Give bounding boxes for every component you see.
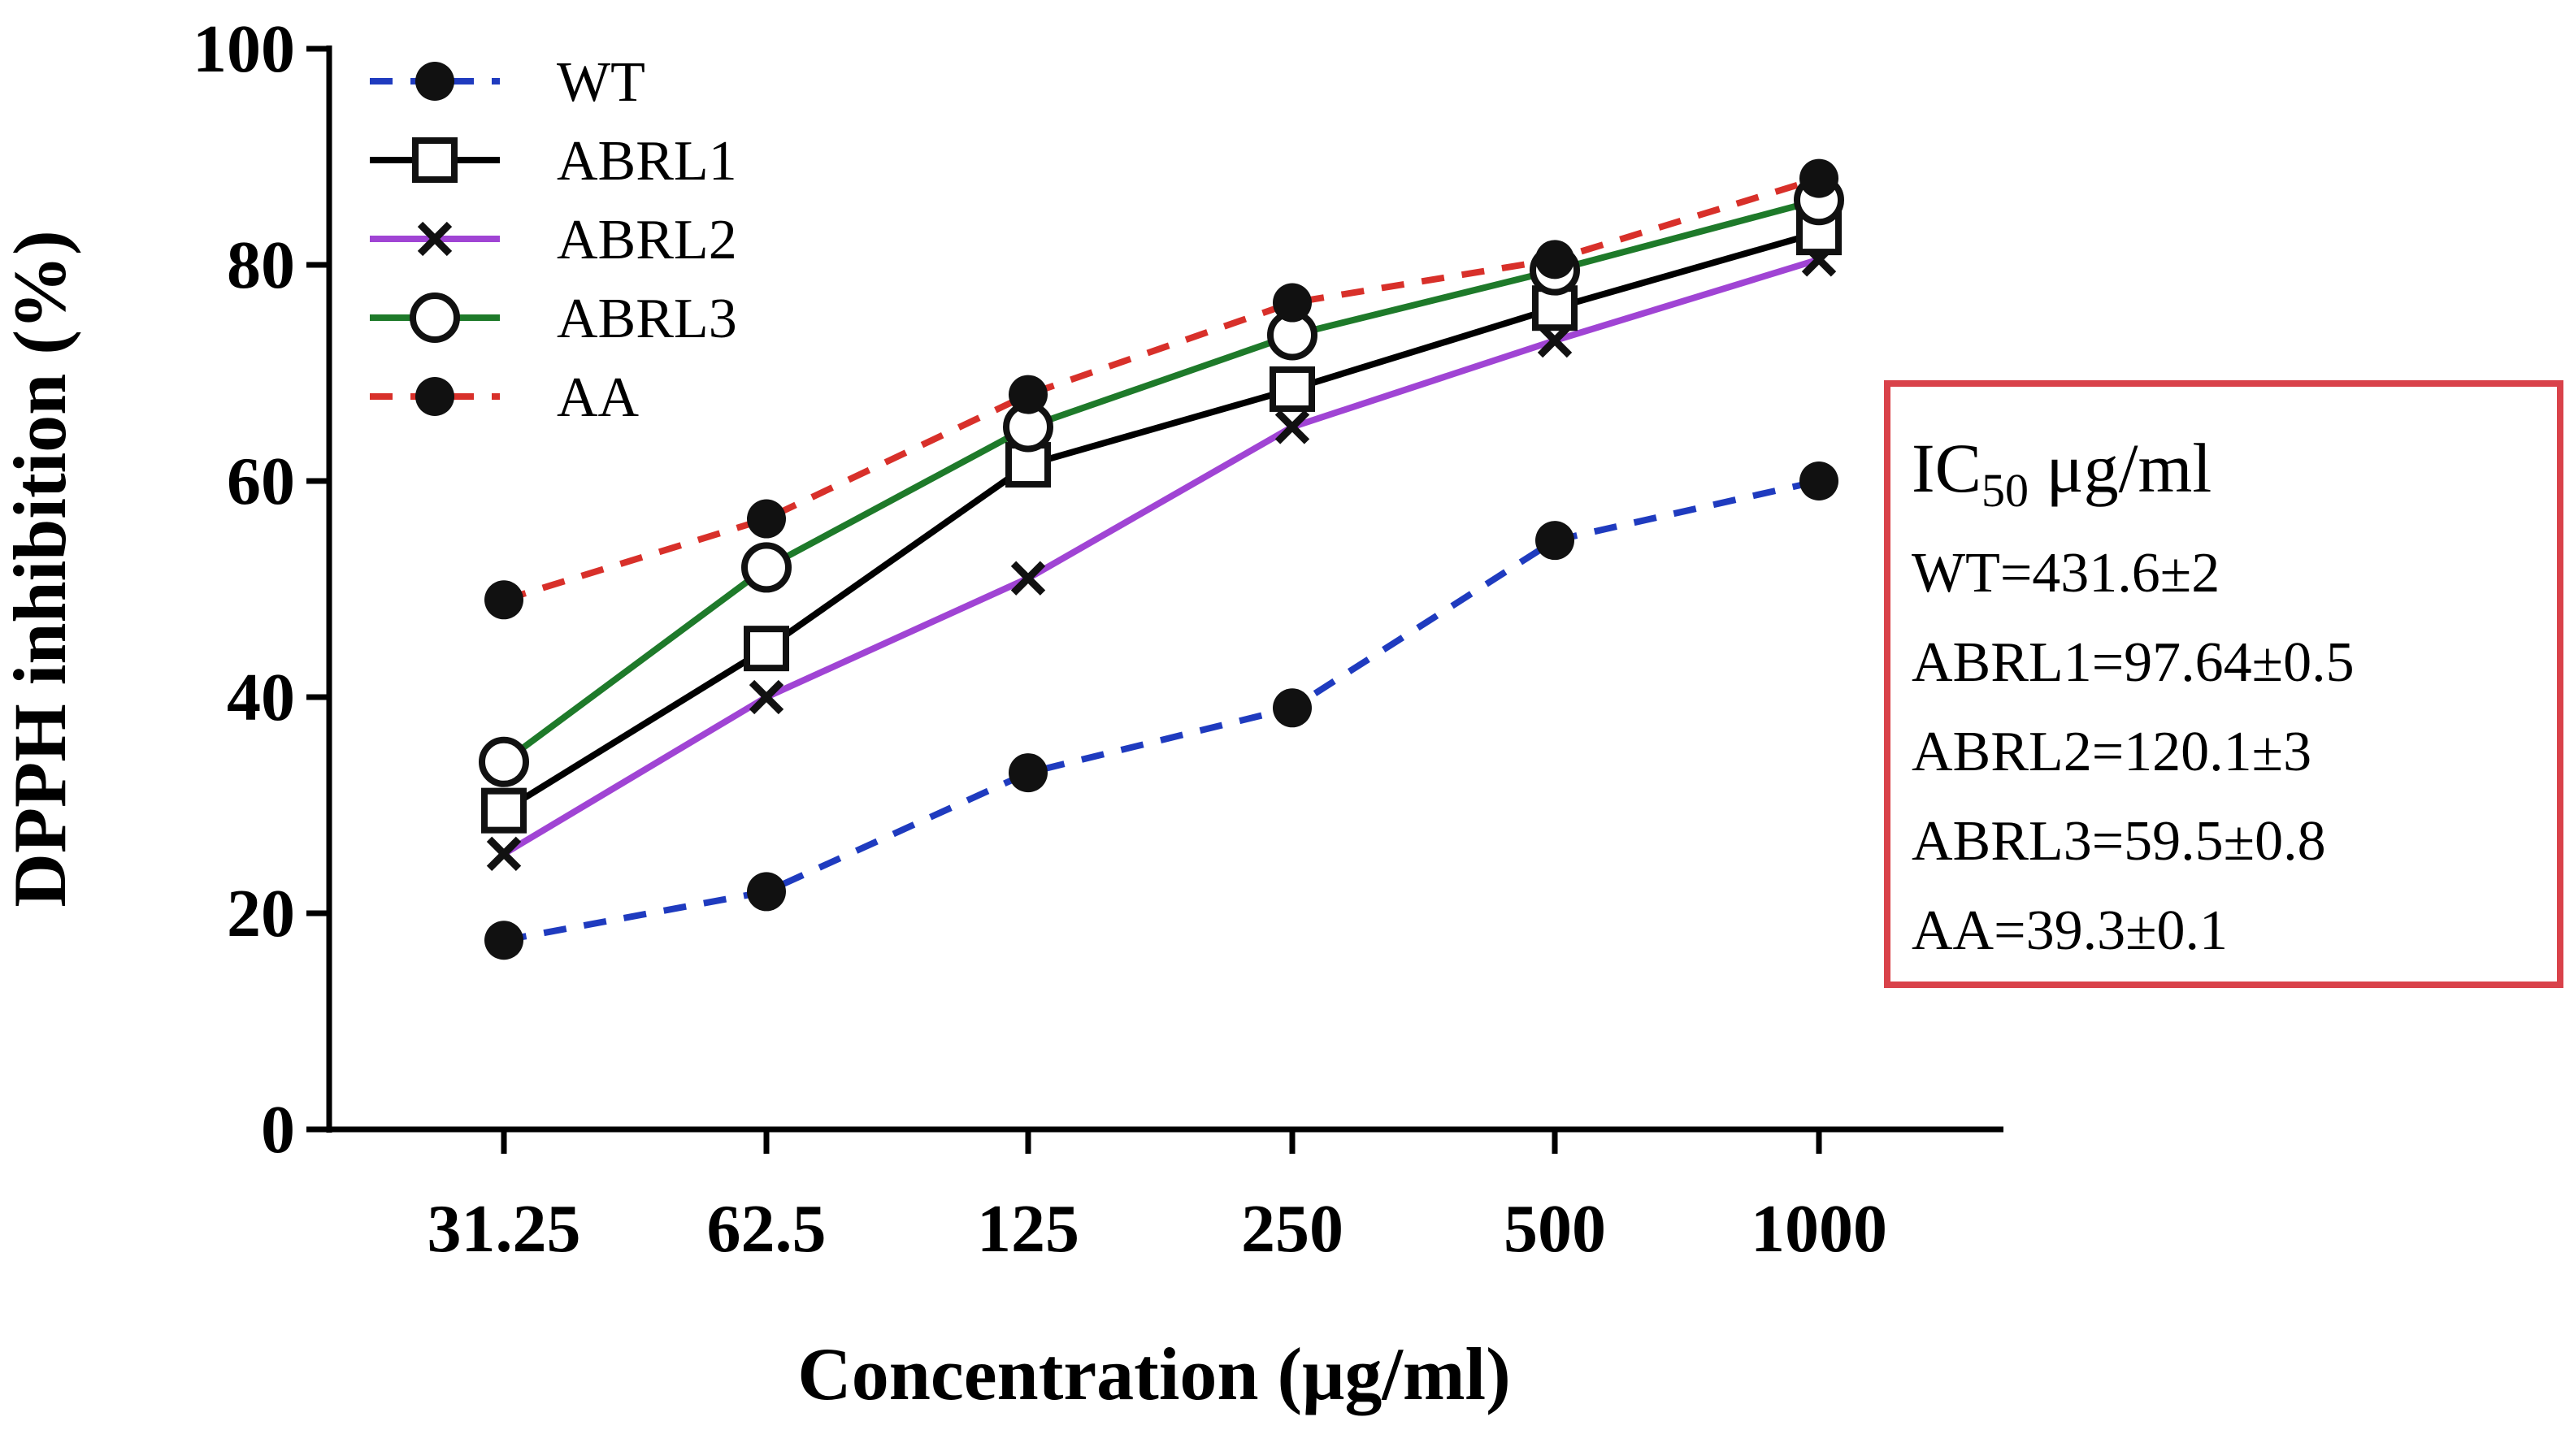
series-line-aa [502,175,1821,604]
data-point-abrl3 [479,736,529,787]
y-tick-label: 80 [227,228,295,303]
series-line-wt [503,478,1820,944]
x-tick-label: 31.25 [428,1191,581,1267]
data-point-wt [1009,753,1048,793]
data-point-aa [1009,375,1048,414]
legend-label-aa: AA [557,366,640,429]
data-point-abrl2 [486,836,522,872]
x-marker-stroke [486,836,522,872]
data-point-aa [747,499,786,539]
ic50-value-line: AA=39.3±0.1 [1912,899,2228,962]
data-point-aa [484,580,523,620]
legend-marker-abrl3 [410,292,460,343]
legend-label-abrl2: ABRL2 [557,209,737,271]
series-line-abrl3 [501,197,1821,765]
y-tick-label: 60 [227,444,295,519]
data-point-wt [1273,688,1312,728]
series-layer [479,158,1844,960]
data-point-abrl1 [481,787,527,834]
x-marker-stroke [749,679,784,715]
data-point-abrl3 [741,542,792,593]
data-point-aa [1799,158,1838,198]
x-tick-label: 62.5 [707,1191,827,1267]
series-line-abrl2 [501,256,1821,857]
x-marker-stroke [417,221,453,257]
ic50-title-main: IC [1912,429,1982,507]
x-marker-stroke [1010,561,1046,596]
data-point-aa [1273,283,1312,323]
ic50-title-unit: μg/ml [2029,429,2212,507]
y-tick-label: 20 [227,876,295,951]
series-line-abrl1 [501,229,1821,814]
data-point-aa [1535,240,1574,280]
x-tick-label: 250 [1241,1191,1343,1267]
legend-label-abrl3: ABRL3 [557,288,737,350]
legend-marker-abrl1 [412,137,458,183]
y-axis-title: DPPH inhibition (%) [0,230,81,907]
data-point-wt [1535,521,1574,561]
y-tick-label: 100 [193,11,295,87]
x-tick-label: 125 [977,1191,1079,1267]
axes: 0 20 40 60 80 100 31.25 62.5 125 250 500 1000 [193,11,2003,1267]
x-marker-stroke [1274,410,1310,444]
ic50-value-line: ABRL2=120.1±3 [1912,721,2311,783]
data-point-abrl2 [1274,410,1310,444]
legend: WT ABRL1 ABRL2 ABRL3 AA [370,51,737,429]
ic50-value-line: ABRL3=59.5±0.8 [1912,810,2326,873]
x-tick-label: 500 [1504,1191,1606,1267]
legend-marker-abrl2 [417,221,453,257]
data-point-abrl2 [749,679,784,715]
data-point-abrl1 [744,626,789,672]
x-axis-title: Concentration (μg/ml) [797,1332,1510,1415]
data-point-abrl2 [1010,561,1046,596]
legend-label-abrl1: ABRL1 [557,130,737,193]
data-point-wt [484,921,523,960]
legend-marker-aa [415,377,454,416]
legend-marker-wt [415,62,454,101]
y-tick-label: 40 [227,660,295,735]
y-tick-label: 0 [261,1092,295,1168]
ic50-box-border [1884,380,2563,988]
data-point-wt [747,872,786,912]
data-point-wt [1799,462,1838,500]
data-point-abrl1 [1270,366,1315,412]
ic50-value-line: WT=431.6±2 [1912,542,2220,604]
x-tick-label: 1000 [1751,1191,1887,1267]
ic50-value-line: ABRL1=97.64±0.5 [1912,631,2355,694]
legend-label-wt: WT [557,51,645,114]
ic50-title-subscript: 50 [1982,464,2029,517]
ic50-title: IC50 μg/ml [1912,429,2212,517]
ic50-annotation-box: IC50 μg/ml WT=431.6±2 ABRL1=97.64±0.5 ABRL2… [1884,380,2563,988]
